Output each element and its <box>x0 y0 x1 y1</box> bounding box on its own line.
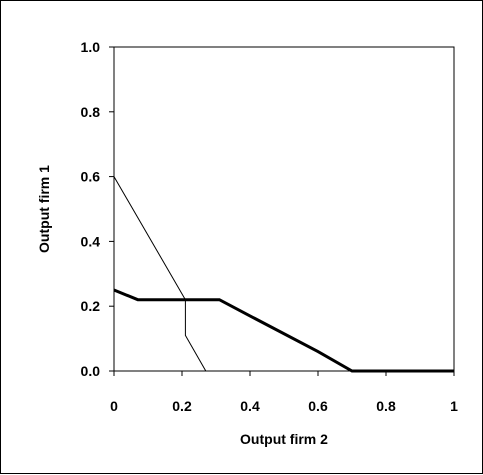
y-tick-label: 1.0 <box>81 39 101 55</box>
x-tick-label: 1 <box>450 398 458 414</box>
x-tick-label: 0.4 <box>240 398 260 414</box>
plot-area <box>113 46 455 372</box>
y-tick-label: 0.6 <box>81 169 101 185</box>
x-tick-label: 0.6 <box>308 398 328 414</box>
y-axis: 0.0 0.2 0.4 0.6 0.8 1.0 <box>81 39 114 379</box>
x-axis: 0 0.2 0.4 0.6 0.8 1 <box>110 371 458 414</box>
series-line-thin <box>113 176 207 372</box>
y-axis-title: Output firm 1 <box>36 165 52 253</box>
series-line-thick <box>113 288 454 373</box>
x-tick-label: 0 <box>110 398 118 414</box>
x-tick-label: 0.8 <box>376 398 396 414</box>
y-tick-label: 0.2 <box>81 298 101 314</box>
y-tick-label: 0.8 <box>81 104 101 120</box>
x-tick-label: 0.2 <box>172 398 192 414</box>
x-axis-title: Output firm 2 <box>240 431 328 447</box>
series-layer <box>113 176 454 373</box>
y-tick-label: 0.0 <box>81 363 101 379</box>
y-tick-label: 0.4 <box>81 233 101 249</box>
